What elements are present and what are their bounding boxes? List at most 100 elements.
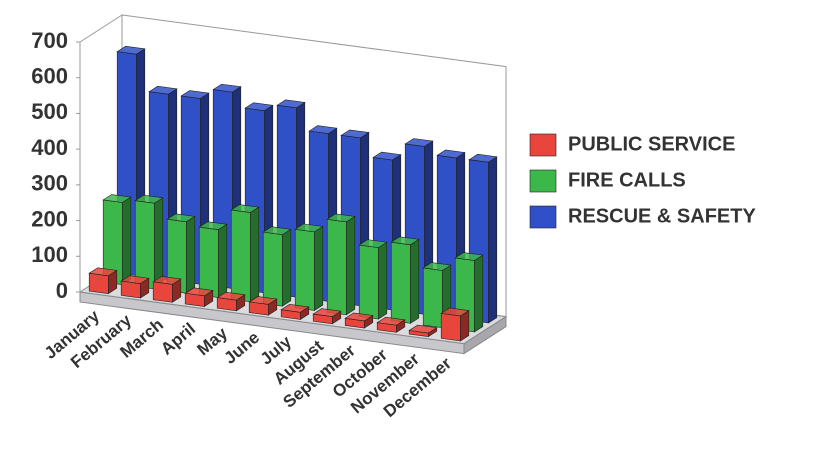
bar [216, 291, 246, 312]
bar-top [372, 151, 402, 161]
y-tick-label: 200 [31, 206, 68, 231]
bar-top [184, 287, 214, 297]
bar-top [134, 194, 164, 204]
bar-top [248, 296, 278, 305]
bar [148, 85, 178, 281]
bar [230, 204, 260, 303]
bar-top [436, 149, 466, 159]
y-tick-label: 700 [31, 28, 68, 53]
bar-top [308, 125, 338, 134]
bar [152, 276, 182, 303]
bar [326, 213, 356, 316]
bar-front [440, 313, 461, 342]
bar-front [134, 200, 155, 290]
bar-side [346, 215, 356, 316]
bar [358, 239, 388, 320]
bar-top [88, 267, 118, 277]
bar [294, 223, 324, 311]
bar-top [344, 312, 374, 322]
bar-side [186, 215, 196, 294]
bar [468, 153, 498, 324]
bar-side [122, 196, 132, 286]
bar [280, 304, 310, 320]
y-tick-label: 0 [56, 278, 68, 303]
y-tick-label: 400 [31, 135, 68, 160]
bar-top [148, 85, 178, 95]
bar-top [404, 138, 434, 147]
bar-side [218, 223, 228, 299]
bar-top [116, 45, 146, 55]
bar-side [488, 156, 498, 324]
bar-top [340, 129, 370, 139]
bar [440, 307, 470, 342]
legend-label: RESCUE & SAFETY [568, 205, 756, 227]
bar-side [154, 197, 164, 290]
bar [198, 221, 228, 299]
bar-top [376, 316, 406, 326]
bar-top [294, 223, 324, 233]
legend-swatch [529, 205, 557, 229]
bar-side [282, 228, 292, 307]
bar-front [198, 226, 219, 298]
bar-top [312, 308, 342, 317]
bar [376, 316, 406, 333]
bar-top [440, 307, 470, 317]
bar-top [102, 194, 132, 203]
bar-front [390, 241, 411, 324]
legend-swatch [529, 169, 557, 193]
bar-front [326, 218, 347, 316]
bar-top [244, 102, 274, 112]
x-tick-label: April [157, 319, 199, 358]
bar-top [120, 275, 150, 284]
bar-front [152, 281, 173, 303]
bar-top [212, 83, 242, 93]
bar [312, 308, 342, 325]
bar-top [408, 324, 438, 334]
bar-top [468, 153, 498, 163]
bar-top [454, 252, 484, 261]
bar-top [230, 204, 260, 213]
y-tick-label: 100 [31, 242, 68, 267]
bar [120, 275, 150, 299]
bar-front [358, 244, 379, 320]
bar-top [198, 221, 228, 230]
bar-side [474, 254, 484, 333]
bar-front [262, 231, 283, 307]
bar-top [216, 291, 246, 301]
y-tick-label: 500 [31, 99, 68, 124]
bar-front [422, 267, 443, 328]
bar-top [358, 239, 388, 248]
y-tick-label: 300 [31, 171, 68, 196]
legend-swatch [529, 133, 557, 157]
bar-side [410, 238, 420, 324]
bar-side [378, 241, 388, 320]
bar-side [314, 225, 324, 311]
legend-label: FIRE CALLS [568, 169, 686, 191]
legend-label: PUBLIC SERVICE [568, 133, 735, 155]
bar [248, 296, 278, 316]
bar [102, 194, 132, 286]
bar [262, 226, 292, 307]
bar-top [262, 226, 292, 236]
bar [184, 287, 214, 308]
bar-top [280, 304, 310, 313]
bar-front [88, 272, 109, 294]
bar [390, 236, 420, 324]
bar [344, 312, 374, 329]
bar-top [390, 236, 420, 246]
bar-top [166, 213, 196, 223]
bar-front [230, 209, 251, 303]
y-tick-label: 600 [31, 64, 68, 89]
bar-top [152, 276, 182, 285]
bar-front [120, 280, 141, 299]
bar [408, 324, 438, 338]
bar [166, 213, 196, 294]
bar-top [276, 99, 306, 109]
bar [134, 194, 164, 290]
bar [88, 267, 118, 295]
bar-side [250, 206, 260, 303]
bar-top [180, 90, 210, 99]
bar-top [326, 213, 356, 223]
